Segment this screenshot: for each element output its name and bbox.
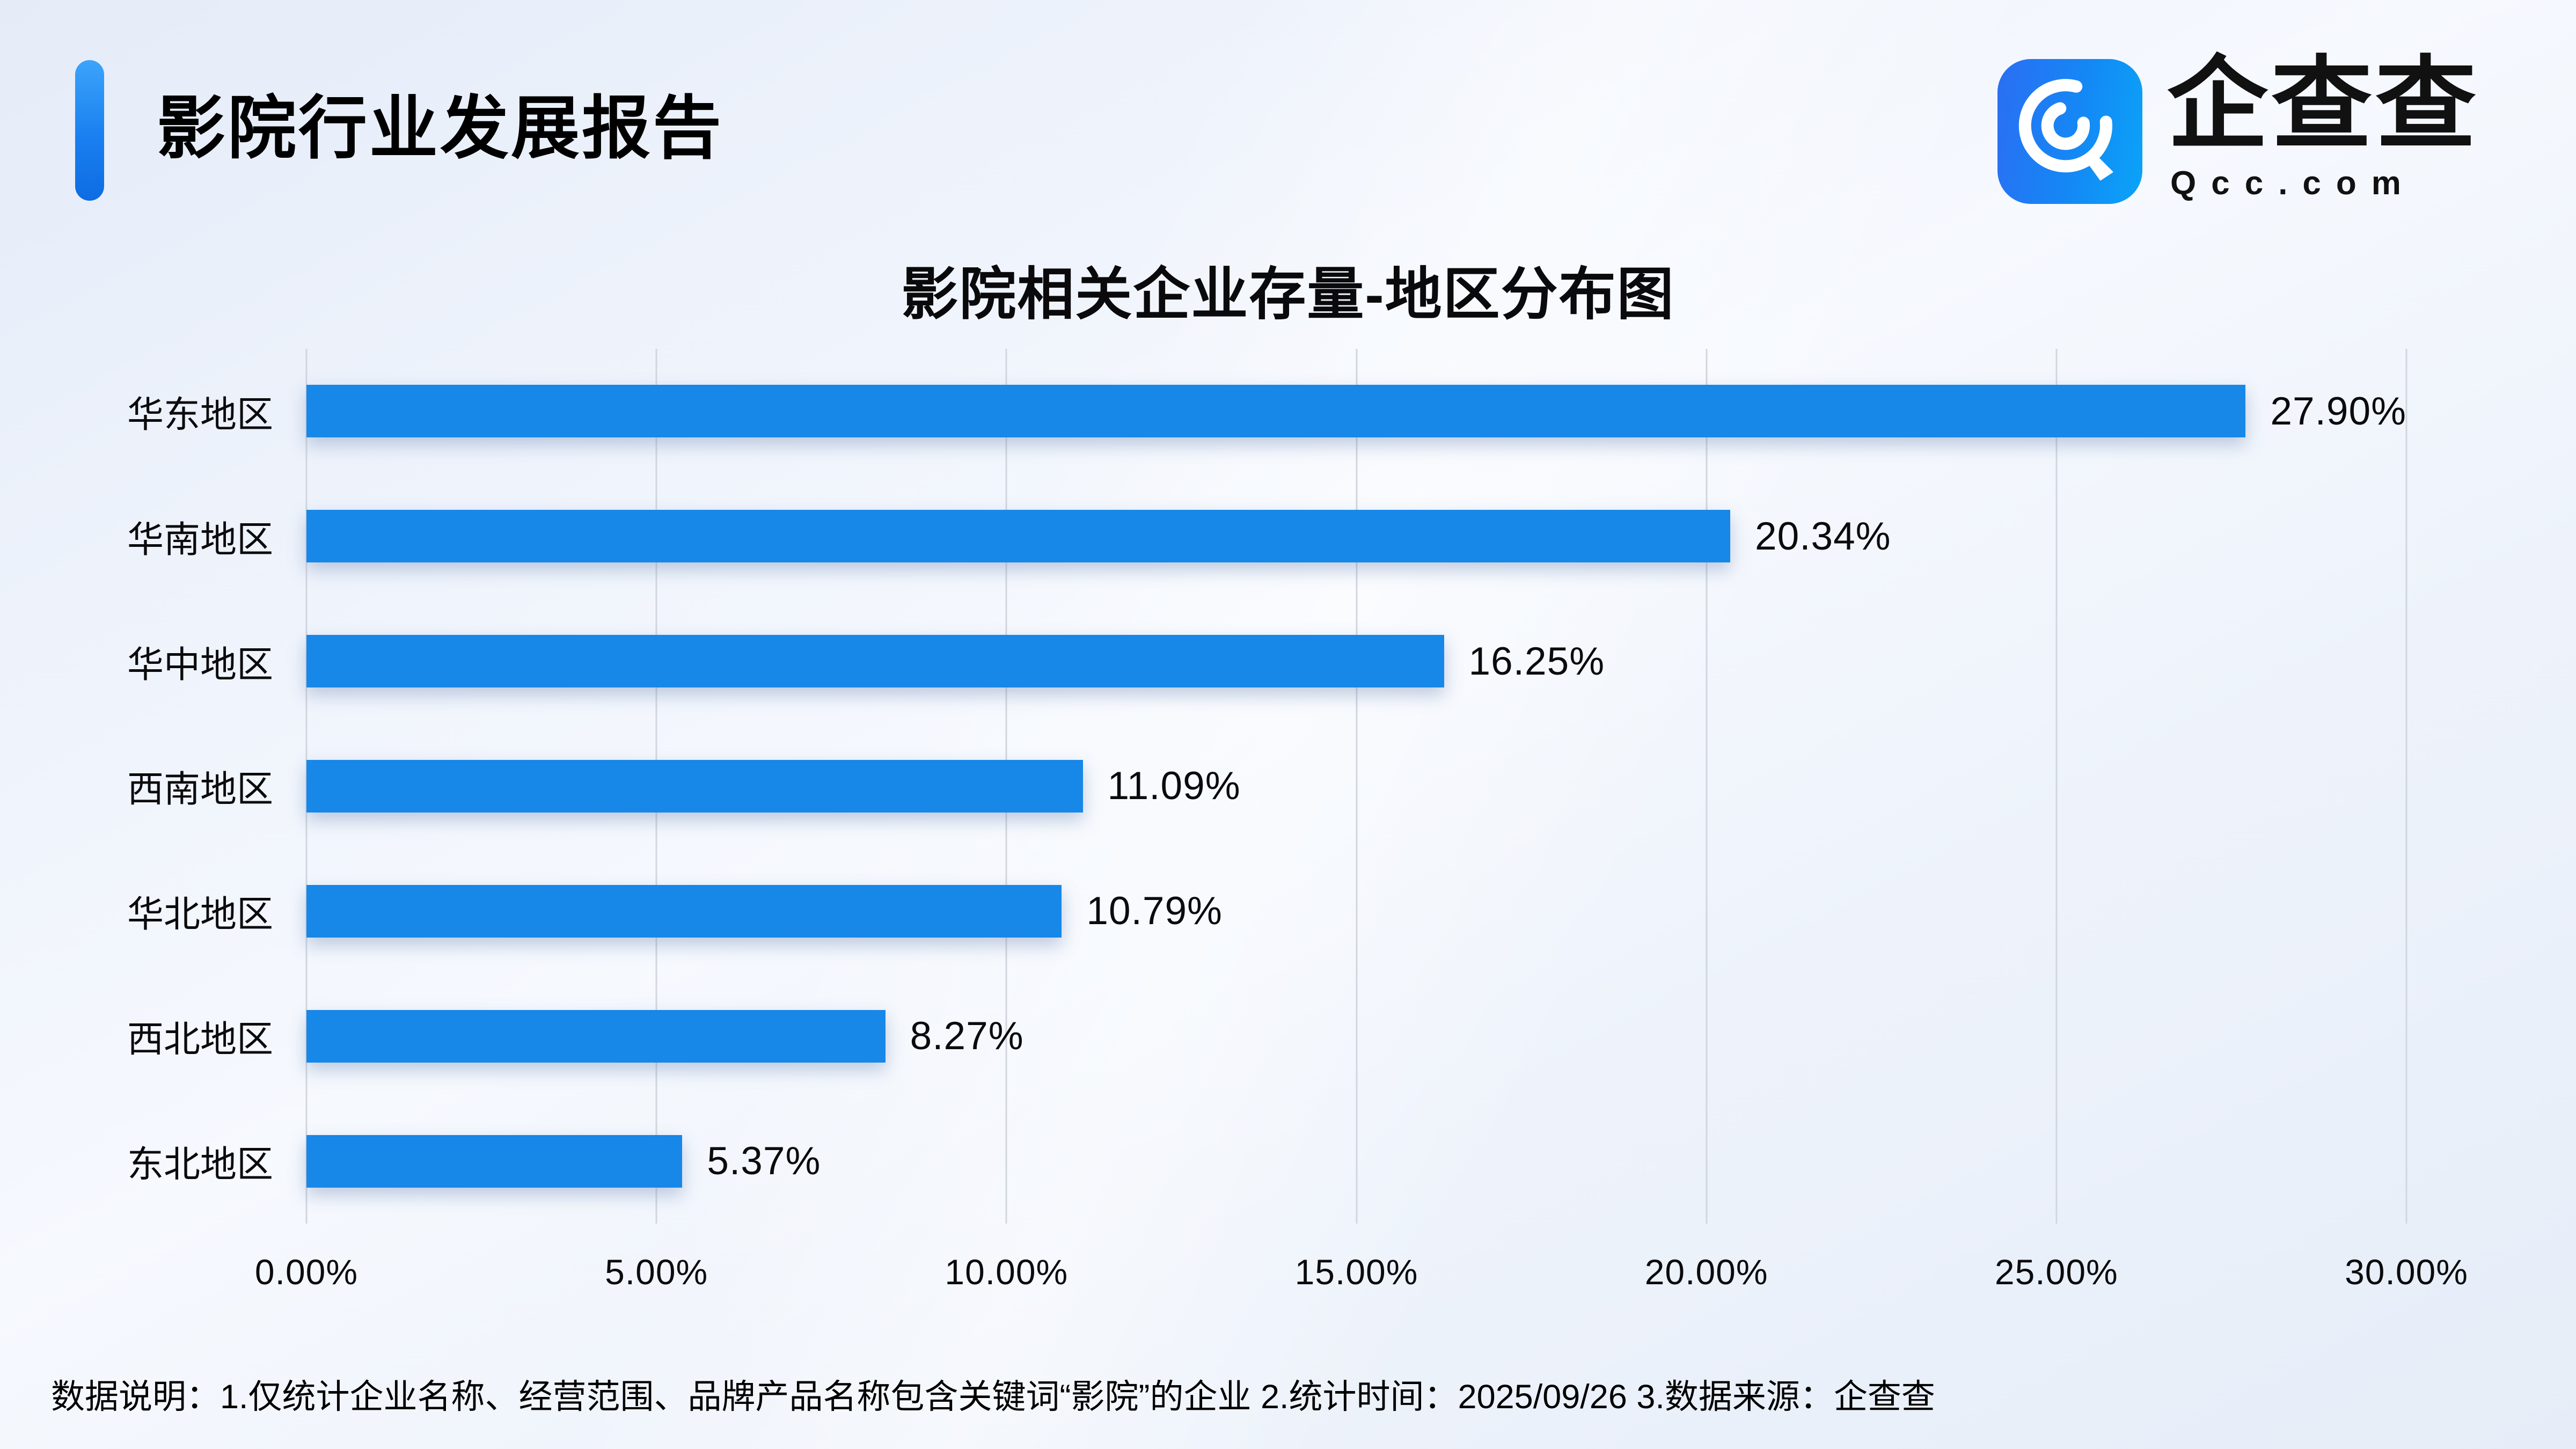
value-label: 27.90%	[2270, 389, 2406, 433]
qcc-logo: 企查查 Qcc.com	[1997, 54, 2513, 205]
category-label: 华东地区	[127, 394, 273, 435]
title-accent-bar	[75, 60, 104, 201]
plot-area: 0.00% 5.00% 10.00% 15.00% 20.00% 25.00% 30.00%…	[127, 349, 2468, 1292]
bar	[306, 759, 1083, 813]
value-label: 5.37%	[707, 1139, 821, 1183]
category-label: 西北地区	[127, 1019, 273, 1060]
category-label: 东北地区	[127, 1144, 273, 1185]
x-tick-label: 15.00%	[1294, 1252, 1418, 1292]
page-title: 影院行业发展报告	[157, 90, 724, 167]
bar-row: 华中地区 16.25%	[127, 599, 2406, 724]
bar-row: 西北地区 8.27%	[127, 974, 2406, 1099]
bar-row: 华南地区 20.34%	[127, 474, 2406, 599]
x-tick-label: 20.00%	[1644, 1252, 1768, 1292]
category-label: 西南地区	[127, 769, 273, 810]
bar	[306, 385, 2246, 438]
value-label: 11.09%	[1107, 764, 1241, 808]
bar-row: 东北地区 5.37%	[127, 1099, 2406, 1224]
value-label: 20.34%	[1755, 514, 1891, 558]
value-label: 10.79%	[1086, 889, 1223, 933]
x-tick-label: 5.00%	[605, 1252, 708, 1292]
bar	[306, 635, 1444, 688]
bar	[306, 1135, 683, 1188]
x-tick-label: 25.00%	[1994, 1252, 2118, 1292]
x-tick-label: 10.00%	[945, 1252, 1069, 1292]
bar-row: 华东地区 27.90%	[127, 349, 2406, 474]
x-tick-label: 0.00%	[254, 1252, 358, 1292]
gridline	[2055, 349, 2058, 1224]
gridline	[2405, 349, 2407, 1224]
gridline	[1356, 349, 1357, 1224]
value-label: 16.25%	[1468, 639, 1605, 683]
category-label: 华北地区	[127, 894, 273, 935]
category-label: 华中地区	[127, 644, 273, 685]
qcc-magnifier-icon	[1997, 59, 2142, 204]
category-label: 华南地区	[127, 519, 273, 560]
bar-row: 华北地区 10.79%	[127, 848, 2406, 974]
bar	[306, 884, 1062, 938]
logo-domain-text: Qcc.com	[2170, 165, 2416, 202]
bar-row: 西南地区 11.09%	[127, 724, 2406, 849]
chart-title: 影院相关企业存量-地区分布图	[901, 263, 1675, 326]
bar	[306, 510, 1730, 563]
footer-note: 数据说明：1.仅统计企业名称、经营范围、品牌产品名称包含关键词“影院”的企业 2…	[51, 1378, 1935, 1416]
logo-brand-text: 企查查	[2167, 48, 2479, 160]
x-tick-label: 30.00%	[2345, 1252, 2468, 1292]
gridline	[1706, 349, 1708, 1224]
bar	[306, 1009, 885, 1063]
value-label: 8.27%	[910, 1014, 1024, 1058]
